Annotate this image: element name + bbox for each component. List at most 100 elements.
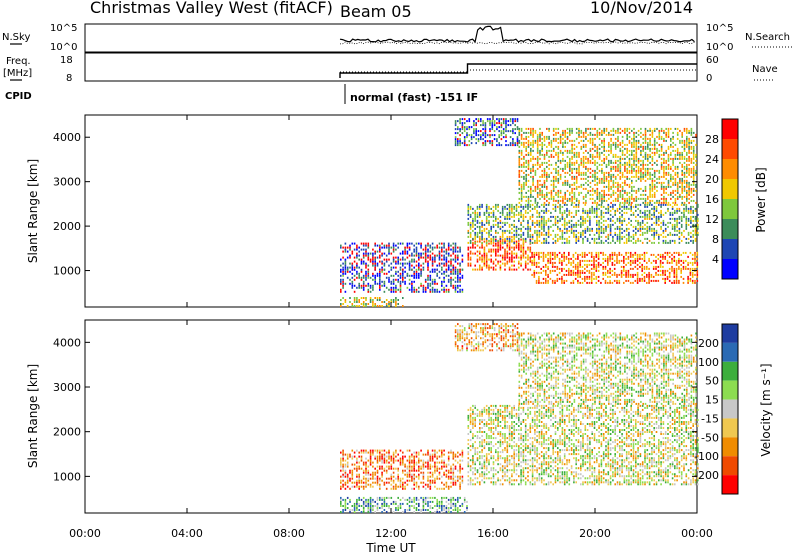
- power-cell: [660, 197, 663, 200]
- power-cell: [495, 205, 497, 208]
- power-cell: [495, 239, 497, 242]
- power-cell: [562, 199, 564, 202]
- power-cell: [594, 163, 596, 166]
- power-cell: [621, 149, 624, 152]
- power-cell: [566, 137, 569, 140]
- power-cell: [563, 281, 565, 284]
- power-cell: [600, 215, 603, 218]
- power-cell: [511, 223, 513, 226]
- power-cell: [605, 235, 607, 238]
- power-cell: [508, 205, 511, 208]
- power-cell: [678, 235, 681, 238]
- power-cell: [648, 257, 650, 260]
- power-cell: [520, 199, 523, 202]
- power-cell: [616, 273, 618, 276]
- power-cell: [399, 282, 402, 285]
- power-cell: [642, 159, 644, 162]
- power-cell: [557, 145, 560, 148]
- velocity-cell: [379, 496, 381, 499]
- velocity-cell: [413, 500, 415, 503]
- power-cell: [557, 219, 559, 222]
- power-cell: [635, 231, 637, 234]
- power-cell: [505, 124, 507, 127]
- velocity-cell: [344, 498, 347, 501]
- power-cell: [683, 235, 685, 238]
- power-cell: [675, 269, 678, 272]
- power-cell: [504, 252, 506, 255]
- power-cell: [362, 260, 365, 263]
- power-cell: [619, 237, 621, 240]
- power-cell: [637, 213, 639, 216]
- power-cell: [408, 282, 411, 285]
- power-cell: [349, 282, 351, 285]
- velocity-cell: [445, 496, 448, 499]
- power-cell: [641, 267, 643, 270]
- power-cell: [383, 290, 386, 293]
- power-cell: [546, 137, 548, 140]
- power-cell: [488, 242, 490, 245]
- power-cell: [499, 240, 502, 243]
- power-cell: [624, 175, 626, 178]
- power-cell: [639, 215, 642, 218]
- power-cell: [619, 161, 622, 164]
- power-cell: [508, 209, 511, 212]
- power-cell: [408, 266, 411, 269]
- power-cell: [530, 171, 532, 174]
- power-cell: [674, 189, 677, 192]
- nave-tick-bottom: 0: [706, 73, 712, 84]
- power-cell: [512, 130, 514, 133]
- power-cell: [548, 129, 550, 132]
- power-cell: [545, 269, 547, 272]
- power-cell: [626, 183, 628, 186]
- power-cell: [536, 151, 539, 154]
- power-cell: [461, 274, 464, 277]
- power-cell: [527, 139, 530, 142]
- power-cell: [515, 207, 518, 210]
- power-cell: [438, 256, 441, 259]
- power-cell: [406, 252, 409, 255]
- power-cell: [601, 145, 603, 148]
- power-cell: [367, 246, 370, 249]
- velocity-cell: [429, 505, 432, 507]
- power-cell: [669, 241, 672, 244]
- power-cell: [424, 290, 427, 293]
- power-cell: [572, 259, 575, 262]
- power-cell: [550, 141, 553, 144]
- power-cell: [543, 143, 546, 146]
- power-cell: [493, 138, 496, 141]
- power-cell: [488, 239, 490, 242]
- power-cell: [650, 273, 653, 276]
- power-cell: [665, 201, 667, 204]
- power-cell: [492, 241, 495, 244]
- power-cell: [621, 141, 624, 144]
- power-cell: [459, 122, 461, 125]
- power-cell: [635, 155, 638, 158]
- power-cell: [342, 268, 344, 271]
- power-cell: [502, 136, 505, 139]
- power-cell: [369, 252, 372, 255]
- power-cell: [536, 219, 538, 222]
- power-cell: [542, 281, 545, 284]
- power-cell: [547, 251, 549, 254]
- power-cell: [624, 131, 626, 134]
- power-cell: [548, 155, 550, 158]
- power-cell: [454, 244, 457, 247]
- power-cell: [538, 225, 541, 228]
- power-cell: [418, 290, 420, 293]
- power-cell: [581, 281, 584, 284]
- power-cell: [673, 275, 676, 278]
- power-cell: [556, 267, 559, 270]
- power-cell: [648, 271, 650, 274]
- power-cell: [589, 211, 591, 214]
- power-cell: [660, 185, 663, 188]
- power-cell: [362, 288, 365, 291]
- power-cell: [362, 276, 365, 279]
- power-cell: [685, 221, 688, 224]
- power-cell: [600, 231, 603, 234]
- power-cell: [577, 235, 580, 238]
- power-cell: [516, 126, 519, 129]
- power-cell: [619, 171, 622, 174]
- power-cell: [575, 175, 578, 178]
- power-cell: [367, 254, 370, 257]
- power-cell: [555, 175, 557, 178]
